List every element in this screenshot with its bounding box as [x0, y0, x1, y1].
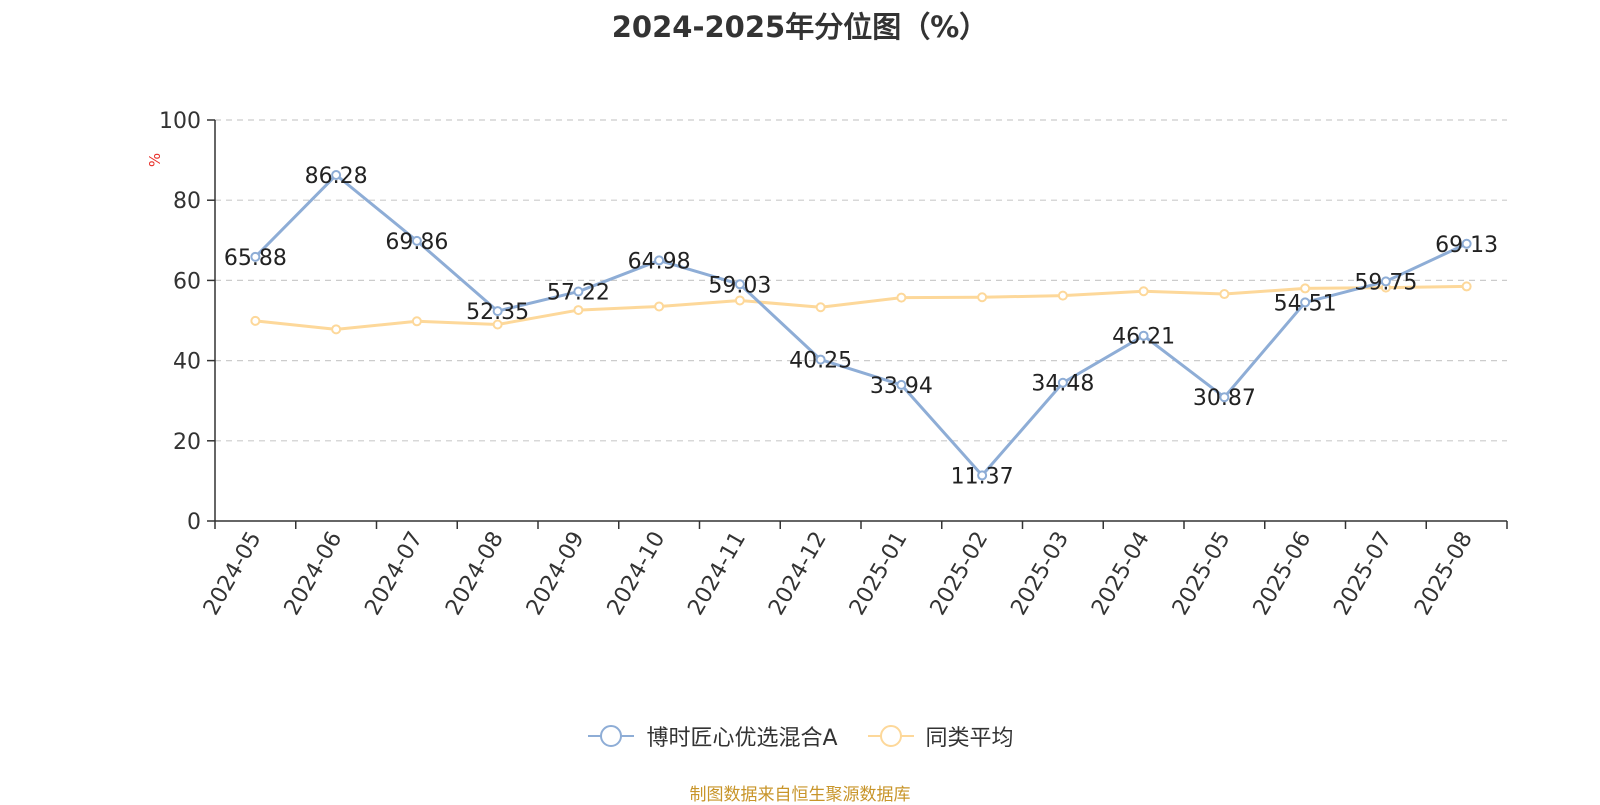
x-tick-label: 2024-06	[280, 528, 348, 620]
data-label: 65.88	[224, 246, 287, 271]
data-label: 69.13	[1435, 233, 1498, 258]
data-label: 86.28	[305, 164, 368, 189]
data-label: 57.22	[547, 281, 610, 306]
x-tick-label: 2025-05	[1168, 528, 1236, 620]
x-tick-label: 2025-01	[845, 528, 913, 620]
series-point	[896, 379, 907, 390]
y-tick-label: 0	[187, 510, 201, 535]
series-line	[255, 284, 1467, 331]
legend: 博时匠心优选混合A 同类平均	[0, 720, 1600, 752]
legend-label-series-avg: 同类平均	[925, 726, 1014, 751]
data-label: 69.86	[385, 230, 448, 255]
y-axis-unit-label: %	[146, 153, 164, 167]
series-point	[1219, 289, 1230, 300]
y-tick-label: 80	[173, 189, 201, 214]
legend-line-circle-icon	[588, 725, 635, 747]
x-tick-label: 2024-08	[441, 528, 509, 620]
series-point	[654, 255, 665, 266]
series-line	[254, 173, 1468, 477]
y-tick-label: 60	[173, 269, 201, 294]
data-label: 40.25	[789, 349, 852, 374]
series-point	[573, 286, 584, 297]
series-point	[1138, 286, 1149, 297]
data-labels: 65.88 86.28 69.86 52.35 57.22 64.98 59.03 40.25…	[224, 164, 1498, 489]
data-label: 52.35	[466, 300, 529, 325]
x-tick-label: 2024-07	[360, 528, 428, 620]
source-note: 制图数据来自恒生聚源数据库	[689, 785, 911, 805]
x-tick-label: 2025-07	[1329, 528, 1397, 620]
x-tick-label: 2024-09	[522, 528, 590, 620]
x-tick-label: 2025-03	[1006, 528, 1074, 620]
series-point	[1380, 276, 1391, 287]
series-point	[977, 470, 988, 481]
x-tick-label: 2025-08	[1410, 528, 1478, 620]
legend-line-circle-icon	[867, 725, 914, 747]
data-label: 11.37	[951, 464, 1014, 489]
series-point	[1057, 377, 1068, 388]
series-point	[1138, 330, 1149, 341]
x-tick-label: 2024-05	[199, 528, 267, 620]
y-tick-label: 100	[159, 109, 201, 134]
x-tick-label: 2024-10	[603, 528, 671, 620]
series-point	[1461, 238, 1472, 249]
x-tick-label: 2024-11	[683, 528, 751, 620]
y-tick-label: 40	[173, 350, 201, 375]
data-label: 46.21	[1112, 325, 1175, 350]
data-label: 30.87	[1193, 386, 1256, 411]
series-point	[1057, 290, 1068, 301]
series-point	[734, 279, 745, 290]
series-point	[734, 295, 745, 306]
series-point	[815, 302, 826, 313]
series-point	[492, 306, 503, 317]
chart-title: 2024-2025年分位图（%）	[611, 10, 989, 44]
data-label: 59.75	[1354, 270, 1417, 295]
series-point	[411, 235, 422, 246]
x-tick-label: 2025-04	[1087, 528, 1155, 620]
x-tick-label: 2025-06	[1249, 528, 1317, 620]
series-lines	[250, 170, 1472, 481]
series-point	[815, 354, 826, 365]
x-tick-label: 2024-12	[764, 528, 832, 620]
series-point	[1219, 392, 1230, 403]
data-label: 59.03	[708, 273, 771, 298]
series-point	[250, 251, 261, 262]
x-tick-label: 2025-02	[926, 528, 994, 620]
series-point	[654, 301, 665, 312]
grid-lines	[215, 119, 1507, 442]
y-tick-label: 20	[173, 430, 201, 455]
series-point	[331, 170, 342, 181]
series-point	[331, 324, 342, 335]
series-point	[1461, 281, 1472, 292]
series-point	[1300, 297, 1311, 308]
data-label: 54.51	[1274, 291, 1337, 316]
series-point	[411, 316, 422, 327]
legend-item-series-a[interactable]: 博时匠心优选混合A	[586, 720, 838, 752]
series-point	[250, 315, 261, 326]
series-point	[573, 305, 584, 316]
legend-label-series-a: 博时匠心优选混合A	[646, 726, 838, 751]
series-point	[492, 319, 503, 330]
data-label: 64.98	[628, 249, 691, 274]
series-point	[1300, 283, 1311, 294]
series-point	[896, 292, 907, 303]
series-point	[977, 292, 988, 303]
data-label: 33.94	[870, 374, 933, 399]
data-label: 34.48	[1031, 372, 1094, 397]
legend-item-series-avg[interactable]: 同类平均	[866, 720, 1014, 752]
